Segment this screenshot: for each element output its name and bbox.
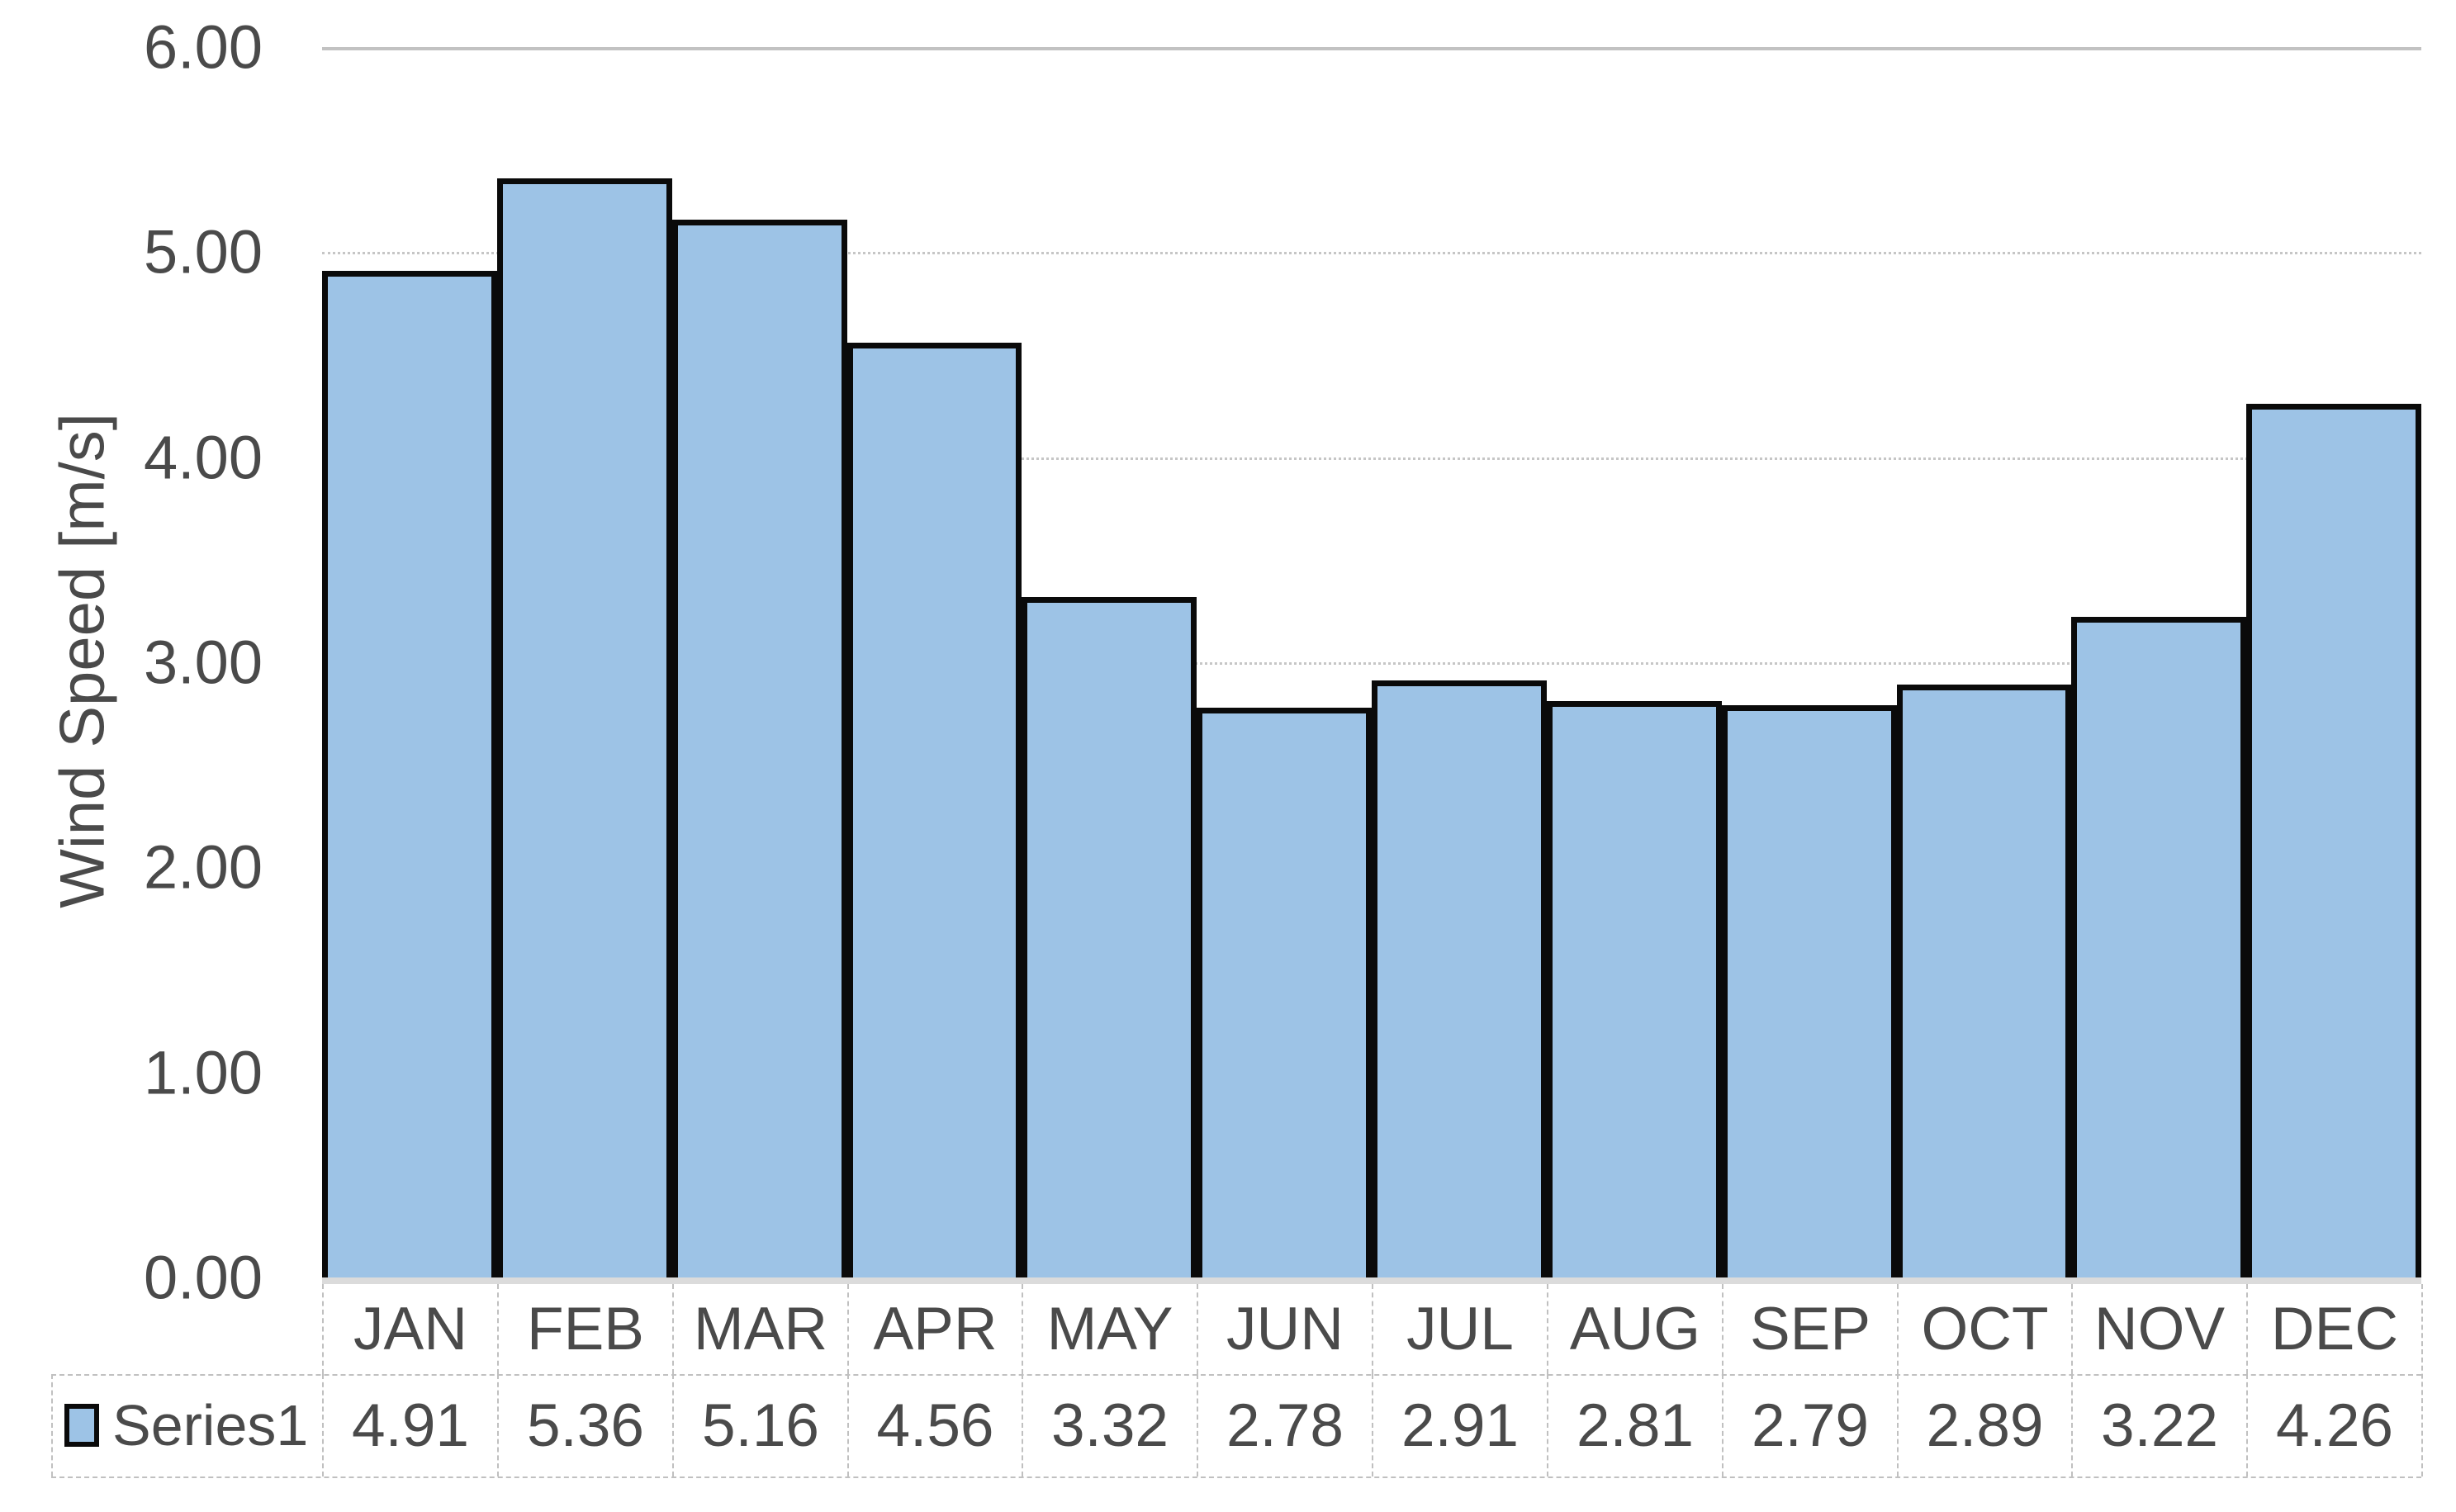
- value-cell-feb: 5.36: [497, 1374, 672, 1476]
- bar-may: [1022, 597, 1197, 1277]
- bar-feb: [497, 178, 672, 1277]
- value-cell-nov: 3.22: [2071, 1374, 2246, 1476]
- month-header-cell: JUL: [1372, 1284, 1547, 1374]
- y-tick-label: 0.00: [143, 1243, 263, 1312]
- y-tick-label: 5.00: [143, 217, 263, 287]
- bar-aug: [1547, 701, 1722, 1277]
- month-header-cell: DEC: [2246, 1284, 2421, 1374]
- data-table-right-border: [2421, 1284, 2423, 1476]
- month-header-cell: NOV: [2071, 1284, 2246, 1374]
- value-cell-jan: 4.91: [322, 1374, 497, 1476]
- value-cell-aug: 2.81: [1547, 1374, 1722, 1476]
- y-tick-label: 6.00: [143, 12, 263, 82]
- value-cell-mar: 5.16: [672, 1374, 847, 1476]
- value-cell-jun: 2.78: [1197, 1374, 1372, 1476]
- value-cell-apr: 4.56: [847, 1374, 1022, 1476]
- series-name-label: Series1: [112, 1393, 309, 1457]
- gridline: [322, 457, 2421, 460]
- value-cell-jul: 2.91: [1372, 1374, 1547, 1476]
- value-cell-sep: 2.79: [1722, 1374, 1897, 1476]
- month-header-cell: FEB: [497, 1284, 672, 1374]
- month-header-cell: MAR: [672, 1284, 847, 1374]
- bar-jul: [1372, 680, 1547, 1277]
- gridline: [322, 252, 2421, 255]
- bar-jun: [1197, 708, 1372, 1277]
- bar-sep: [1722, 705, 1897, 1277]
- month-header-cell: OCT: [1897, 1284, 2071, 1374]
- gridline: [322, 662, 2421, 665]
- bar-apr: [847, 343, 1022, 1277]
- month-header-cell: JAN: [322, 1284, 497, 1374]
- bar-mar: [672, 220, 847, 1277]
- y-tick-label: 2.00: [143, 832, 263, 902]
- x-axis-line: [322, 1277, 2421, 1284]
- y-tick-label: 3.00: [143, 628, 263, 697]
- data-table-bottom-border: [51, 1476, 2421, 1478]
- bar-nov: [2071, 617, 2246, 1277]
- value-cell-may: 3.32: [1022, 1374, 1197, 1476]
- bar-dec: [2246, 404, 2421, 1277]
- series1-legend-key-icon: [64, 1404, 99, 1447]
- month-header-cell: MAY: [1022, 1284, 1197, 1374]
- legend-cell: Series1: [51, 1374, 322, 1476]
- y-tick-label: 1.00: [143, 1038, 263, 1107]
- data-table-row-divider: [51, 1374, 2421, 1376]
- month-header-cell: APR: [847, 1284, 1022, 1374]
- y-tick-label: 4.00: [143, 423, 263, 492]
- gridline: [322, 47, 2421, 50]
- bar-oct: [1897, 685, 2071, 1277]
- month-header-cell: AUG: [1547, 1284, 1722, 1374]
- month-header-cell: SEP: [1722, 1284, 1897, 1374]
- value-cell-dec: 4.26: [2246, 1374, 2421, 1476]
- month-header-cell: JUN: [1197, 1284, 1372, 1374]
- value-cell-oct: 2.89: [1897, 1374, 2071, 1476]
- bar-jan: [322, 271, 497, 1277]
